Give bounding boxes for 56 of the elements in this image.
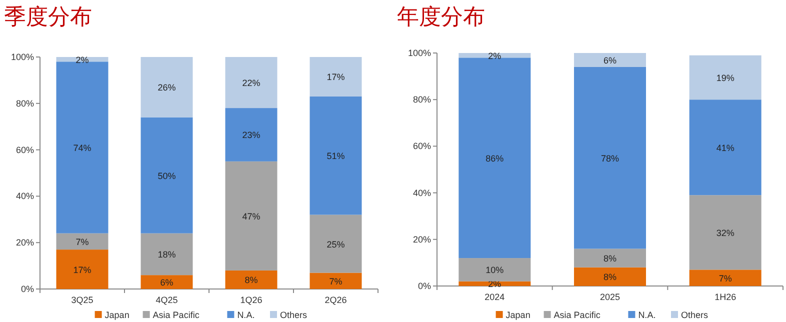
y-tick-label: 80% xyxy=(412,94,431,105)
legend-label: Japan xyxy=(506,310,530,320)
x-tick-label: 2024 xyxy=(484,292,505,302)
legend-label: Japan xyxy=(104,310,130,320)
data-label: 8% xyxy=(603,254,617,264)
y-tick-label: 40% xyxy=(16,191,34,202)
data-label: 86% xyxy=(486,153,504,164)
legend-label: Asia Pacific xyxy=(152,310,200,320)
data-label: 19% xyxy=(716,72,734,83)
x-tick-label: 4Q25 xyxy=(156,295,178,305)
x-tick-label: 1Q26 xyxy=(240,295,262,305)
chart-title: 季度分布 xyxy=(4,4,92,29)
data-label: 10% xyxy=(486,265,504,276)
data-label: 2% xyxy=(76,54,89,65)
legend-label: Asia Pacific xyxy=(554,310,601,320)
legend-label: Others xyxy=(280,310,308,320)
data-label: 6% xyxy=(160,278,174,288)
x-tick-label: 2Q26 xyxy=(324,295,347,305)
y-tick-label: 80% xyxy=(16,98,34,108)
legend-label: N.A. xyxy=(638,310,656,320)
data-label: 78% xyxy=(600,153,620,164)
data-label: 7% xyxy=(718,273,732,284)
data-label: 41% xyxy=(716,142,734,153)
data-label: 7% xyxy=(329,276,342,286)
data-label: 6% xyxy=(603,55,617,66)
chart-title: 年度分布 xyxy=(397,4,485,29)
data-label: 50% xyxy=(158,170,176,181)
y-tick-label: 100% xyxy=(10,52,34,62)
y-tick-label: 60% xyxy=(412,141,431,152)
y-tick-label: 100% xyxy=(408,48,431,58)
y-tick-label: 20% xyxy=(412,234,431,244)
y-tick-label: 40% xyxy=(412,188,431,198)
y-tick-label: 0% xyxy=(418,281,431,291)
data-label: 47% xyxy=(242,211,260,222)
data-label: 8% xyxy=(603,272,617,282)
legend-label: Others xyxy=(681,310,709,320)
data-label: 51% xyxy=(326,151,345,162)
y-tick-label: 20% xyxy=(16,238,34,248)
data-label: 23% xyxy=(242,130,260,140)
data-label: 18% xyxy=(158,250,176,260)
data-label: 26% xyxy=(158,82,176,93)
data-label: 74% xyxy=(73,142,92,153)
data-label: 25% xyxy=(326,239,345,250)
y-tick-label: 60% xyxy=(16,144,34,155)
data-label: 17% xyxy=(326,72,345,82)
data-label: 2% xyxy=(488,50,502,61)
x-tick-label: 1H26 xyxy=(714,292,736,302)
x-tick-label: 3Q25 xyxy=(71,295,94,305)
data-label: 22% xyxy=(242,78,260,88)
legend-label: N.A. xyxy=(237,310,255,320)
data-label: 8% xyxy=(244,275,258,286)
y-tick-label: 0% xyxy=(20,284,34,294)
data-label: 32% xyxy=(716,228,734,238)
x-tick-label: 2025 xyxy=(600,292,620,302)
data-label: 7% xyxy=(76,236,89,247)
data-label: 17% xyxy=(73,264,92,275)
